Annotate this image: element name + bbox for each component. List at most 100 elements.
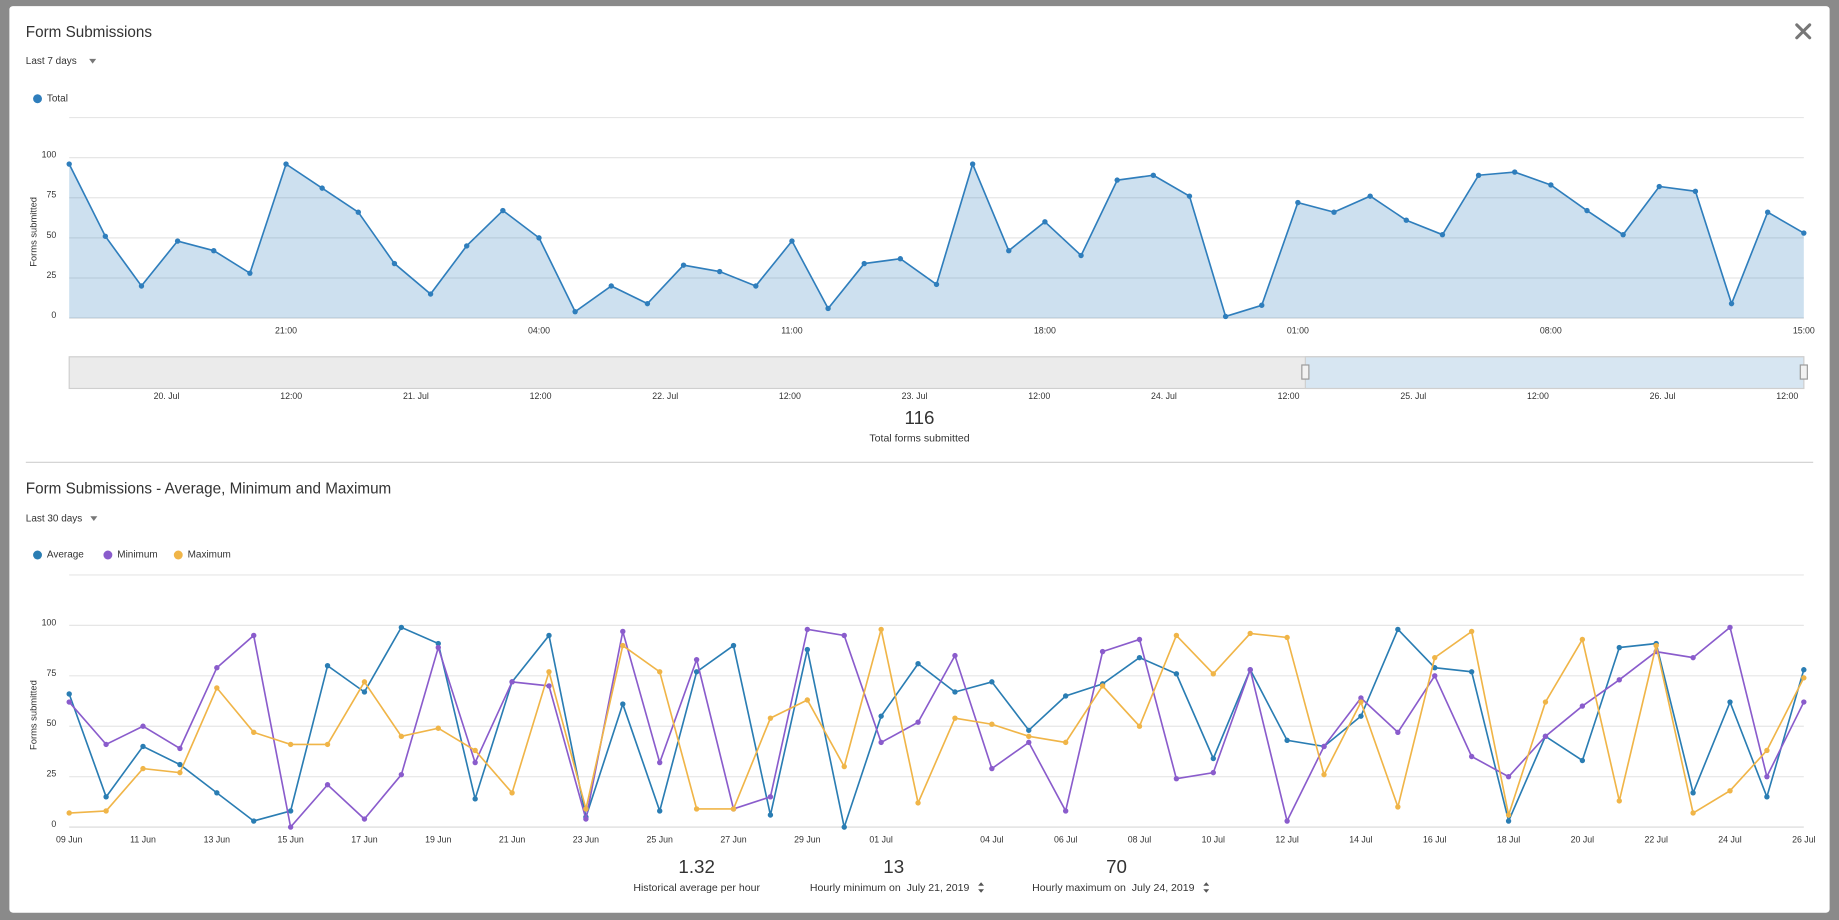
navigator-label: 20. Jul (154, 391, 180, 401)
x-tick-label: 26 Jul (1792, 834, 1815, 844)
data-point (398, 771, 405, 778)
data-point (804, 697, 811, 703)
data-point (841, 632, 847, 639)
x-tick-label: 20 Jul (1571, 834, 1594, 844)
navigator-label: 22. Jul (652, 391, 678, 401)
range-label[interactable]: Last 7 days (26, 56, 77, 67)
y-tick-label: 0 (51, 819, 56, 829)
legend-label: Average (47, 550, 84, 561)
date-selector[interactable]: July 21, 2019 (907, 882, 985, 894)
chart-title: Form Submissions (26, 24, 153, 41)
data-point (140, 723, 146, 729)
data-point (989, 765, 995, 772)
data-point (1727, 624, 1733, 631)
x-tick-label: 23 Jun (573, 834, 599, 844)
data-point (1006, 248, 1012, 254)
summary-label: Hourly maximum on (1032, 882, 1126, 894)
data-point (1026, 733, 1032, 740)
data-point (1403, 217, 1409, 223)
spinner-icon[interactable] (978, 882, 985, 893)
data-point (716, 268, 723, 275)
data-point (66, 810, 72, 816)
data-point (536, 235, 542, 241)
range-dropdown[interactable]: Last 7 days (26, 56, 97, 67)
data-point (989, 679, 995, 685)
navigator-label: 12:00 (1028, 391, 1050, 401)
data-point (583, 816, 589, 822)
data-point (897, 256, 904, 262)
data-point (1358, 699, 1364, 705)
data-point (1062, 739, 1069, 746)
data-point (1764, 209, 1771, 215)
data-point (1616, 677, 1622, 683)
data-point (472, 796, 478, 802)
x-tick-label: 04:00 (528, 325, 550, 335)
x-tick-label: 24 Jul (1718, 834, 1741, 844)
close-icon[interactable] (1795, 23, 1812, 40)
data-point (1727, 699, 1733, 705)
data-point (1099, 683, 1106, 689)
spinner-icon[interactable] (1203, 882, 1210, 893)
x-tick-label: 21:00 (275, 325, 297, 335)
range-dropdown[interactable]: Last 30 days (26, 513, 98, 524)
data-point (1099, 648, 1106, 655)
x-tick-label: 06 Jul (1054, 834, 1077, 844)
data-point (427, 291, 434, 297)
legend-label: Minimum (117, 550, 157, 561)
summary-value: 70 (1106, 856, 1127, 877)
range-label[interactable]: Last 30 days (26, 513, 82, 524)
data-point (1367, 193, 1373, 199)
summary-date[interactable]: July 24, 2019 (1132, 882, 1195, 894)
data-point (214, 790, 220, 796)
data-point (1512, 169, 1518, 175)
x-tick-label: 18:00 (1034, 325, 1056, 335)
close-button[interactable] (1795, 23, 1812, 40)
navigator-label: 23. Jul (902, 391, 928, 401)
data-point (251, 818, 257, 824)
data-point (251, 729, 257, 735)
x-tick-label: 15 Jun (277, 834, 303, 844)
data-point (753, 283, 759, 289)
navigator-handle[interactable] (1301, 364, 1310, 380)
data-point (1690, 790, 1696, 796)
navigator-selection[interactable] (1304, 356, 1805, 390)
data-point (693, 806, 700, 812)
data-point (952, 715, 958, 721)
data-point (1331, 209, 1337, 215)
data-point (1728, 300, 1735, 307)
navigator-handle[interactable] (1799, 364, 1808, 380)
data-point (435, 644, 441, 651)
data-point (174, 238, 181, 244)
y-axis-label: Forms submitted (28, 680, 38, 750)
dropdown-arrow[interactable] (89, 58, 97, 64)
y-tick-label: 100 (42, 617, 57, 627)
date-selector[interactable]: July 24, 2019 (1132, 882, 1210, 894)
data-point (1173, 671, 1180, 677)
data-point (361, 689, 368, 695)
data-point (1579, 757, 1586, 764)
summary-value: 116 (905, 407, 935, 428)
data-point (247, 270, 253, 276)
data-point (546, 683, 552, 689)
data-point (1210, 755, 1217, 762)
data-point (952, 689, 958, 695)
data-point (1395, 626, 1401, 633)
data-point (789, 238, 795, 244)
x-tick-label: 04 Jul (980, 834, 1003, 844)
data-point (1764, 794, 1770, 800)
data-point (878, 739, 884, 746)
x-tick-label: 25 Jun (647, 834, 673, 844)
navigator-label: 12:00 (1527, 391, 1549, 401)
data-point (1150, 172, 1157, 178)
data-point (1764, 747, 1770, 754)
dropdown-arrow[interactable] (90, 516, 98, 521)
data-point (1295, 199, 1301, 206)
x-tick-label: 12 Jul (1275, 834, 1298, 844)
summary-date[interactable]: July 21, 2019 (907, 882, 970, 894)
data-point (1042, 219, 1048, 225)
x-tick-label: 01:00 (1287, 325, 1309, 335)
navigator-label: 26. Jul (1650, 391, 1676, 401)
data-point (1727, 788, 1733, 794)
data-point (841, 763, 847, 770)
